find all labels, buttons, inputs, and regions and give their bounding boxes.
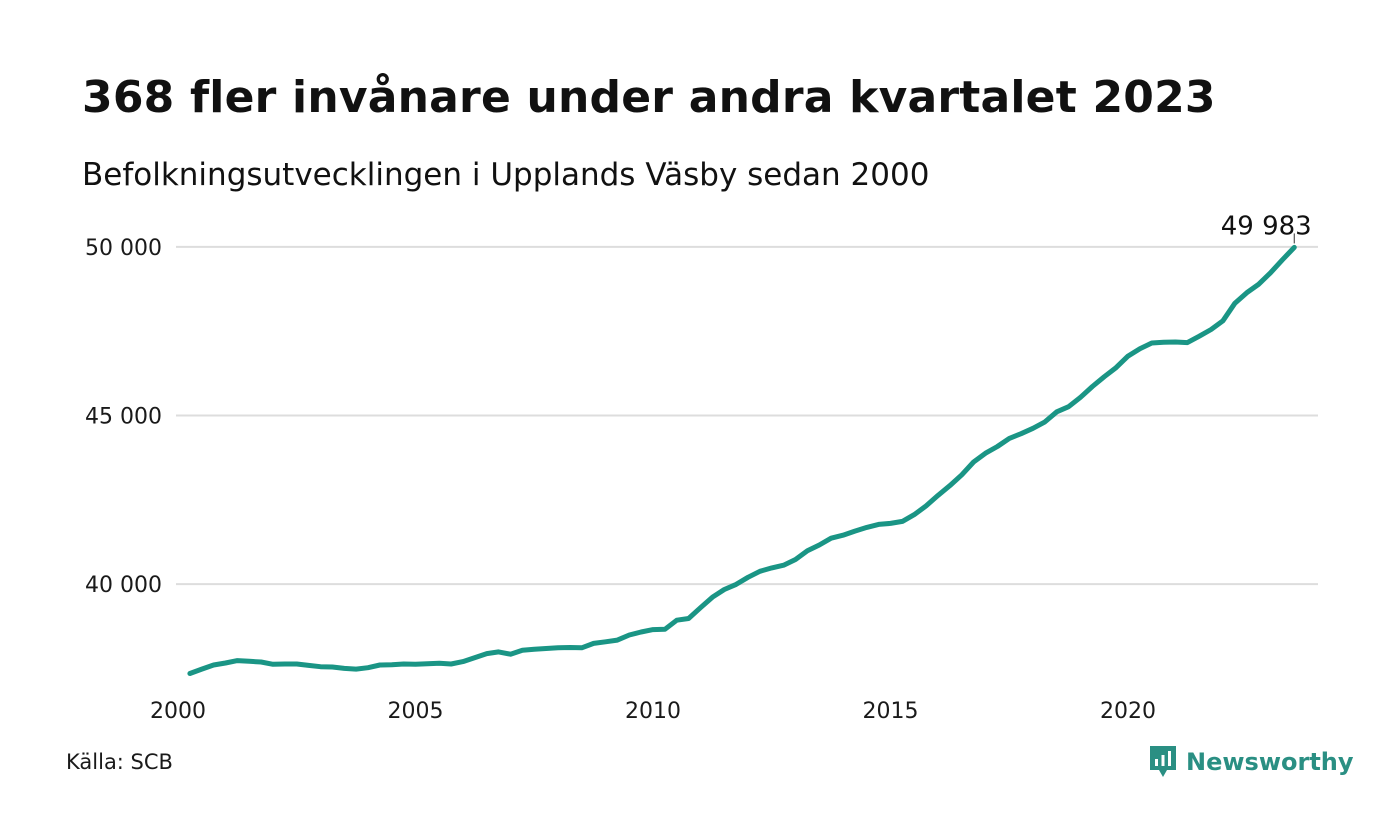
end-value-label: 49 983 — [1221, 211, 1312, 241]
brand-name: Newsworthy — [1186, 748, 1354, 776]
y-tick-label: 40 000 — [85, 573, 162, 598]
x-tick-label: 2000 — [150, 699, 206, 724]
brand-logo-block: Newsworthy — [1148, 744, 1354, 780]
x-tick-label: 2015 — [863, 699, 919, 724]
y-tick-label: 45 000 — [85, 404, 162, 429]
y-tick-label: 50 000 — [85, 236, 162, 261]
y-axis-ticks: 40 000 45 000 50 000 — [85, 236, 162, 598]
source-note: Källa: SCB — [66, 750, 173, 774]
chart-subtitle: Befolkningsutvecklingen i Upplands Väsby… — [82, 157, 930, 193]
x-axis-ticks: 2000 2005 2010 2015 2020 — [150, 699, 1156, 724]
gridlines — [176, 245, 1318, 586]
x-tick-label: 2010 — [625, 699, 681, 724]
newsworthy-logo-icon — [1150, 746, 1176, 777]
x-tick-label: 2005 — [388, 699, 444, 724]
chart-title: 368 fler invånare under andra kvartalet … — [82, 72, 1216, 123]
x-tick-label: 2020 — [1100, 699, 1156, 724]
population-series-line — [187, 244, 1297, 676]
